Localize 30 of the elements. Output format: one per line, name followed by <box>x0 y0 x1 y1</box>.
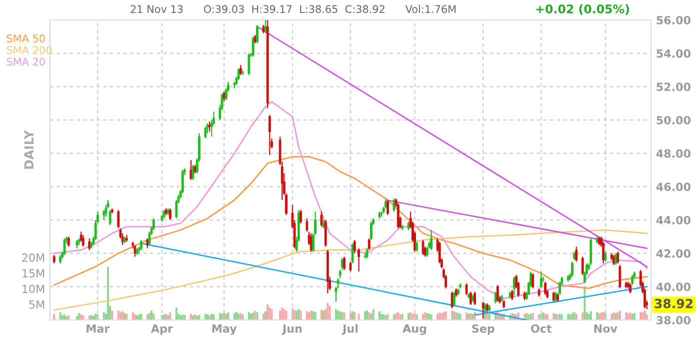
text: SMA 20 <box>6 58 45 66</box>
x-tick-label: Apr <box>150 324 173 335</box>
x-tick-label: Oct <box>531 324 552 333</box>
y-tick-label: 38.00 <box>656 316 690 324</box>
x-tick-label: Jul <box>342 324 358 335</box>
y-tick-label: 40.00 <box>656 282 690 292</box>
y2-tick-label: 20M <box>22 253 44 262</box>
y2-tick-label: 5M <box>29 300 44 309</box>
x-tick-label: Nov <box>594 324 618 333</box>
x-tick-label: Mar <box>86 324 110 333</box>
y-tick-label: 44.00 <box>656 216 690 224</box>
x-tick-label: Aug <box>402 324 426 335</box>
y2-tick-label: 10M <box>22 284 44 294</box>
y-tick-label: 46.00 <box>656 182 690 192</box>
x-tick-label: Sep <box>472 324 494 335</box>
chart-subtitle: +0.02 (0.05%) <box>536 4 629 15</box>
text: SMA 200 <box>6 46 52 54</box>
x-tick-label: Jun <box>282 324 302 335</box>
y-tick-label: 48.00 <box>656 149 690 158</box>
y-tick-label: 50.00 <box>656 116 690 124</box>
text: SMA 50 <box>6 34 45 42</box>
annotation: 38.92 <box>654 298 692 308</box>
y2-tick-label: 15M <box>22 269 44 278</box>
chart-title: 21 Nov 13 O:39.03 H:39.17 L:38.65 C:38.92 Vol:1.76M <box>130 4 456 14</box>
text: DAILY <box>24 130 34 169</box>
x-tick-label: May <box>212 324 237 335</box>
y-tick-label: 54.00 <box>656 49 690 58</box>
y-tick-label: 56.00 <box>656 16 690 24</box>
y-tick-label: 42.00 <box>656 249 690 258</box>
y-tick-label: 52.00 <box>656 82 690 92</box>
